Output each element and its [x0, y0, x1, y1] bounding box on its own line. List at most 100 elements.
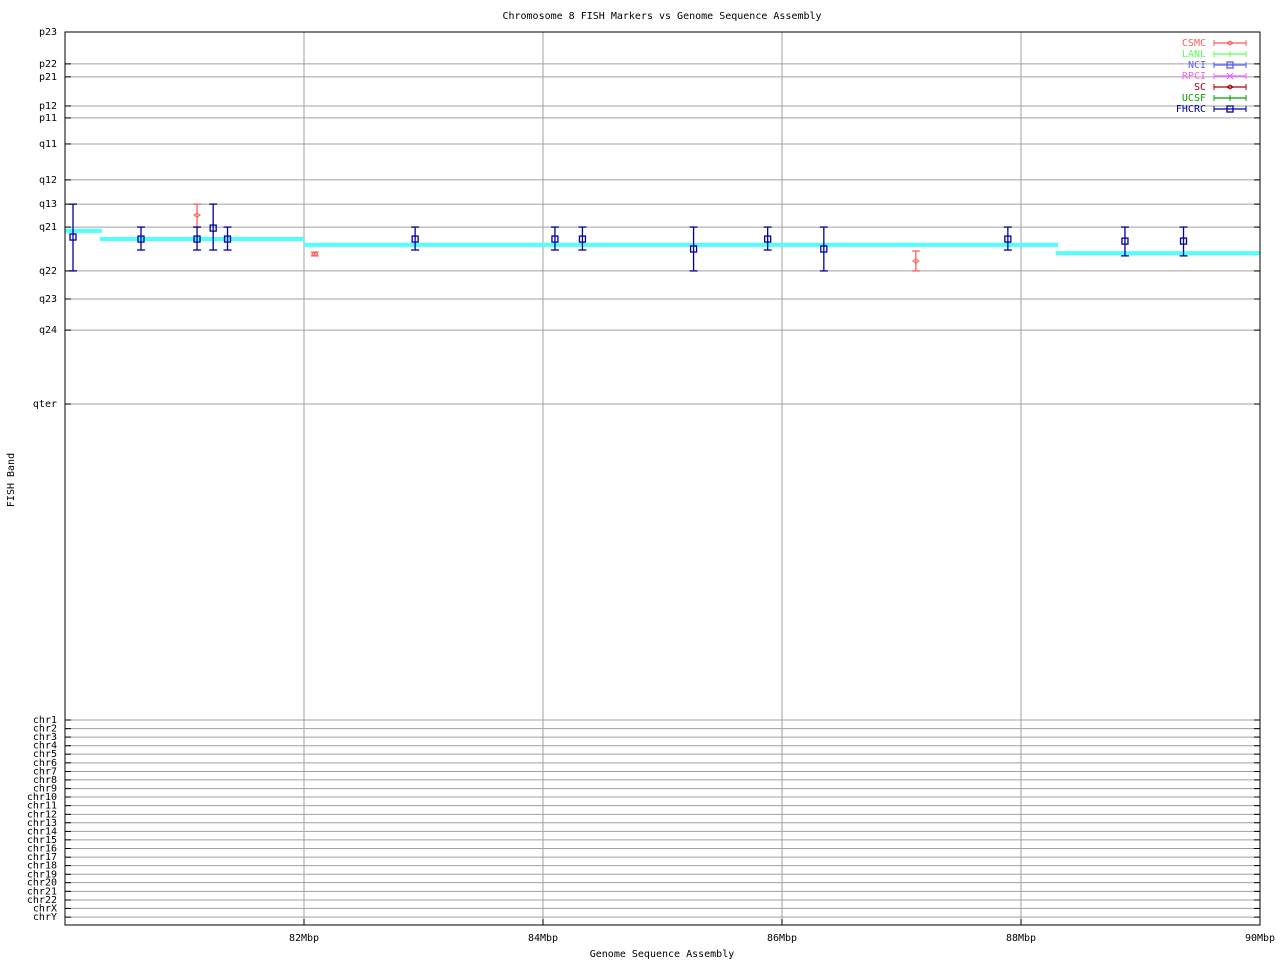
- data-points: [69, 203, 1188, 272]
- x-tick-label: 90Mbp: [1245, 933, 1275, 944]
- x-tick-label: 86Mbp: [767, 933, 797, 944]
- legend-entry-nci: NCI: [1188, 60, 1247, 71]
- point-marker: [411, 235, 419, 243]
- point-marker: [193, 212, 201, 218]
- legend-label: FHCRC: [1176, 104, 1206, 115]
- y-tick-label: chr10: [27, 792, 57, 803]
- data-point-fhcrc: [819, 226, 828, 272]
- legend-label: RPCI: [1182, 71, 1206, 82]
- y-tick-label: chr7: [33, 767, 57, 778]
- data-point-fhcrc: [193, 226, 202, 251]
- y-tick-label: chr1: [33, 715, 57, 726]
- y-tick-label: chr8: [33, 775, 57, 786]
- y-tick-label: chr6: [33, 758, 57, 769]
- x-tick-label: 88Mbp: [1006, 933, 1036, 944]
- y-tick-label: chr15: [27, 835, 57, 846]
- y-tick-label: p23: [39, 27, 57, 38]
- assembly-segments: [65, 228, 1260, 256]
- data-point-fhcrc: [1179, 226, 1188, 257]
- y-tick-label: chr14: [27, 826, 57, 837]
- y-tick-label: chr21: [27, 886, 57, 897]
- legend-label: CSMC: [1182, 38, 1206, 49]
- y-tick-label: q24: [39, 325, 57, 336]
- legend-entry-ucsf: UCSF: [1182, 93, 1247, 104]
- point-marker: [578, 235, 587, 243]
- y-tick-label: chr17: [27, 852, 57, 863]
- data-point-fhcrc: [411, 226, 420, 251]
- x-tick-label: 82Mbp: [289, 933, 319, 944]
- data-point-csmc: [193, 203, 202, 228]
- legend-marker: [1226, 72, 1234, 80]
- legend-label: NCI: [1188, 60, 1206, 71]
- data-point-fhcrc: [550, 226, 559, 251]
- point-marker: [1121, 237, 1129, 245]
- point-marker: [820, 245, 828, 253]
- y-tick-label: p21: [39, 72, 57, 83]
- legend-marker: [1226, 40, 1234, 46]
- point-marker: [193, 235, 201, 243]
- y-tick-label: chr16: [27, 844, 57, 855]
- y-tick-label: chr12: [27, 809, 57, 820]
- y-tick-label: q23: [39, 294, 57, 305]
- y-tick-label: qter: [33, 399, 57, 410]
- legend-marker: [1226, 61, 1234, 69]
- data-point-csmc: [310, 251, 319, 257]
- data-point-fhcrc: [763, 226, 772, 251]
- legend-label: SC: [1194, 82, 1206, 93]
- point-marker: [911, 258, 920, 264]
- y-tick-label: chr11: [27, 801, 57, 812]
- y-tick-label: chr20: [27, 878, 57, 889]
- y-tick-label: chr4: [33, 741, 57, 752]
- y-tick-label: p11: [39, 113, 57, 124]
- point-marker: [764, 235, 772, 243]
- x-tick-label: 84Mbp: [528, 933, 558, 944]
- point-marker: [689, 245, 698, 253]
- y-tick-label: chrX: [33, 903, 57, 914]
- y-tick-label: q11: [39, 139, 57, 150]
- data-point-fhcrc: [223, 226, 232, 251]
- data-point-fhcrc: [689, 226, 698, 272]
- y-tick-label: chr13: [27, 818, 57, 829]
- point-marker: [223, 235, 232, 243]
- y-tick-label: q21: [39, 222, 57, 233]
- y-tick-label: q13: [39, 199, 57, 210]
- y-tick-label: chr5: [33, 749, 57, 760]
- grid: [65, 32, 1260, 925]
- y-tick-label: chrY: [33, 912, 57, 923]
- data-point-csmc: [911, 250, 920, 272]
- legend-entry-rpci: RPCI: [1182, 71, 1247, 82]
- data-point-fhcrc: [1120, 226, 1129, 257]
- legend-entry-csmc: CSMC: [1182, 38, 1247, 49]
- plot-frame: [64, 31, 1261, 926]
- data-point-fhcrc: [69, 203, 78, 272]
- y-tick-label: q22: [39, 266, 57, 277]
- y-tick-label: p12: [39, 101, 57, 112]
- point-marker: [551, 235, 559, 243]
- data-point-fhcrc: [578, 226, 587, 251]
- legend-marker: [1226, 84, 1234, 90]
- point-marker: [137, 235, 145, 243]
- y-tick-label: q12: [39, 175, 57, 186]
- y-tick-label: chr22: [27, 895, 57, 906]
- data-point-fhcrc: [209, 203, 218, 251]
- y-tick-label: chr19: [27, 869, 57, 880]
- legend-entry-sc: SC: [1194, 82, 1247, 93]
- legend-entry-lanl: LANL: [1182, 49, 1247, 60]
- data-point-fhcrc: [137, 226, 146, 251]
- point-marker: [310, 251, 319, 257]
- y-tick-label: chr2: [33, 724, 57, 735]
- x-axis-label: Genome Sequence Assembly: [590, 949, 735, 960]
- y-tick-label: chr18: [27, 861, 57, 872]
- point-marker: [1179, 237, 1188, 245]
- legend-marker: [1226, 105, 1234, 113]
- point-marker: [1004, 235, 1012, 243]
- y-tick-label: chr9: [33, 784, 57, 795]
- point-marker: [69, 233, 77, 241]
- y-tick-label: p22: [39, 59, 57, 70]
- legend-entry-fhcrc: FHCRC: [1176, 104, 1247, 115]
- data-point-fhcrc: [1003, 226, 1012, 251]
- y-tick-label: chr3: [33, 732, 57, 743]
